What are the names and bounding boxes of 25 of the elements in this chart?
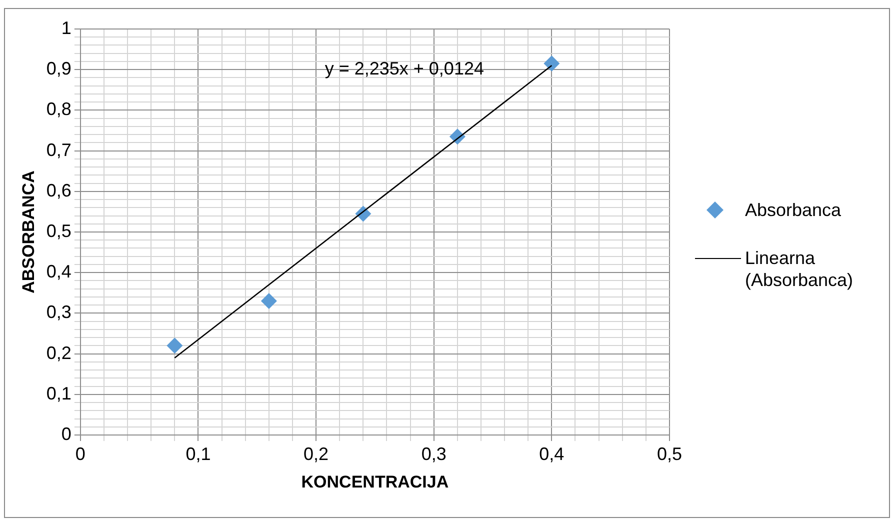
y-tick-label: 0,9 <box>46 58 72 79</box>
y-tick-label: 0,2 <box>46 342 72 363</box>
x-tick-label: 0 <box>75 444 86 464</box>
y-tick-label: 0,5 <box>46 220 72 241</box>
x-axis-title: KONCENTRACIJA <box>301 472 449 492</box>
y-axis-title: ABSORBANCA <box>18 170 38 294</box>
point <box>544 56 560 72</box>
legend-label: Absorbanca <box>745 199 842 221</box>
x-tick-label: 0,2 <box>304 444 329 464</box>
x-tick-label: 0,5 <box>656 444 682 464</box>
y-tick-label: 1 <box>61 18 72 38</box>
x-tick-label: 0,4 <box>539 444 564 464</box>
y-tick-label: 0,3 <box>46 302 72 322</box>
y-tick-label: 0,7 <box>46 140 72 160</box>
y-tick-label: 0,6 <box>46 180 72 200</box>
legend-label: Linearna (Absorbanca) <box>745 247 854 291</box>
x-tick-label: 0,3 <box>421 444 446 464</box>
x-tick-label: 0,1 <box>186 444 211 464</box>
y-tick-label: 0,8 <box>46 99 72 120</box>
point <box>260 293 277 310</box>
point <box>166 338 183 354</box>
y-tick-label: 0,1 <box>46 383 72 404</box>
y-tick-label: 0,4 <box>46 262 72 282</box>
annotation: y = 2,235x + 0,0124 <box>324 58 484 79</box>
y-tick-label: 0 <box>61 424 72 444</box>
